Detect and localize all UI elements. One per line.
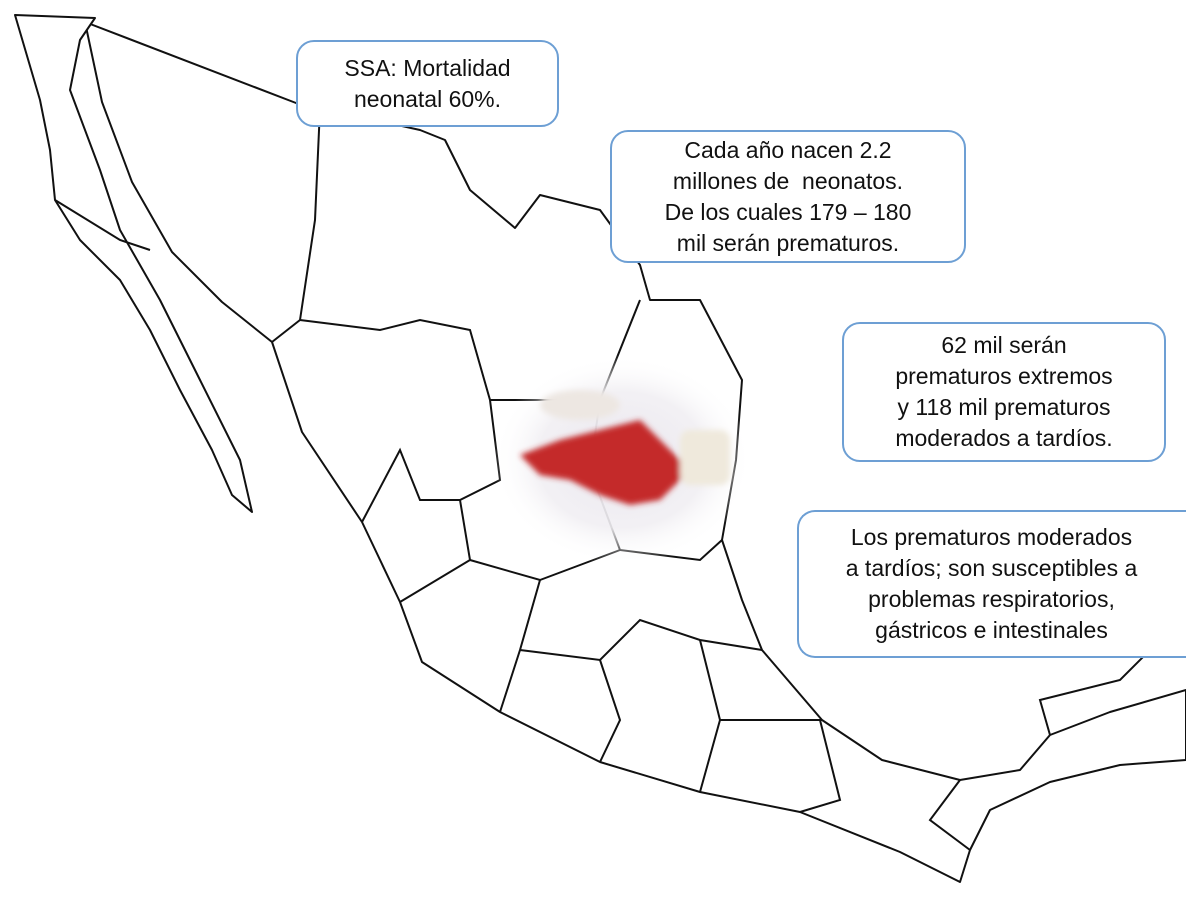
callout-line: moderados a tardíos. <box>895 423 1112 454</box>
callout-line: neonatal 60%. <box>354 84 501 115</box>
callout-line: Los prematuros moderados <box>851 522 1132 553</box>
callout-line: y 118 mil prematuros <box>897 392 1110 423</box>
callout-line: millones de neonatos. <box>673 166 903 197</box>
callout-line: mil serán prematuros. <box>677 228 899 259</box>
callout-line: Cada año nacen 2.2 <box>684 135 891 166</box>
callout-line: SSA: Mortalidad <box>344 53 510 84</box>
callout-line: prematuros extremos <box>895 361 1112 392</box>
callout-line: problemas respiratorios, <box>868 584 1115 615</box>
callout-line: gástricos e intestinales <box>875 615 1108 646</box>
callout-line: a tardíos; son susceptibles a <box>846 553 1138 584</box>
photo <box>492 355 752 565</box>
callout-line: De los cuales 179 – 180 <box>665 197 912 228</box>
callout-line: 62 mil serán <box>941 330 1066 361</box>
slide: {"callouts": [ {"lines": ["SSA: Mortalid… <box>0 0 1186 897</box>
